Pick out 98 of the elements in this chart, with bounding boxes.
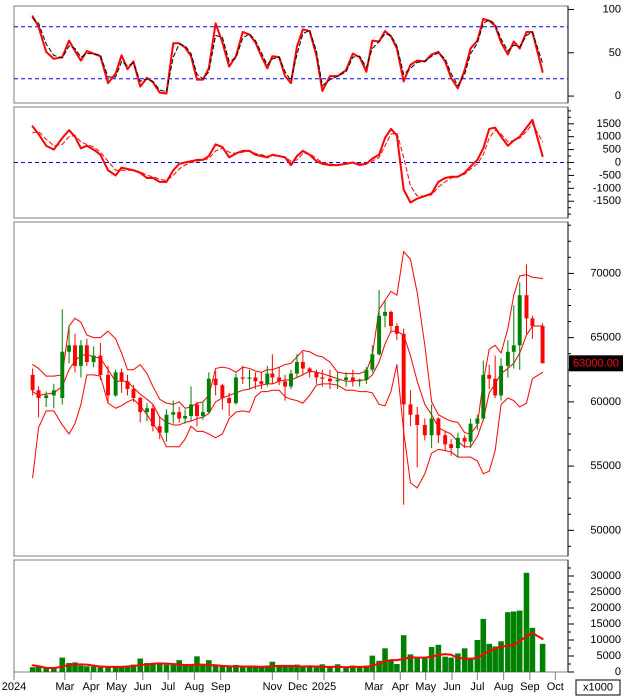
candlestick (92, 346, 96, 368)
candlestick (336, 372, 340, 390)
candlestick (300, 351, 305, 376)
x-tick-label: Sep (210, 681, 230, 693)
candlestick (158, 415, 162, 440)
y-tick-label: 60000 (590, 396, 621, 408)
y-tick-label: 100 (602, 3, 621, 16)
candlestick (415, 406, 420, 468)
candlestick (200, 401, 205, 420)
candlestick (220, 383, 224, 410)
candlestick (214, 370, 218, 396)
candlestick (436, 416, 440, 444)
x-tick-label: 2025 (312, 681, 336, 693)
y-tick-label: 10000 (590, 634, 621, 646)
y-tick-label: 50000 (590, 524, 621, 536)
y-tick-label: 0 (614, 666, 621, 678)
candlestick (364, 366, 368, 384)
line-series (32, 632, 544, 670)
x-tick-label: Nov (262, 681, 283, 693)
candlestick (328, 369, 332, 390)
x-tick-label: 2024 (2, 681, 26, 693)
x-tick-label: Mar (55, 681, 75, 693)
y-tick-label: 0 (614, 156, 621, 168)
y-tick-label: -500 (598, 169, 621, 182)
candlestick (126, 374, 130, 396)
candlestick (73, 333, 77, 373)
candlestick (449, 438, 454, 456)
candlestick (253, 372, 258, 390)
candlestick (283, 374, 288, 402)
x-tick-label: Jul (470, 681, 484, 693)
candlestick (227, 392, 232, 416)
candlestick (114, 369, 118, 398)
candlestick (189, 386, 194, 422)
bar (540, 644, 546, 672)
candlestick (344, 372, 348, 387)
y-tick-label: 50 (608, 46, 621, 59)
x-tick-label: Aug (184, 681, 204, 693)
text: 63000.00 (573, 357, 619, 370)
candlestick (36, 386, 41, 418)
candlestick (314, 369, 318, 384)
candlestick (177, 406, 182, 423)
candlestick (145, 402, 149, 422)
y-tick-label: 1000 (596, 130, 621, 143)
x-tick-label: Jul (161, 681, 176, 693)
candlestick (456, 432, 460, 458)
x-tick-label: Oct (546, 681, 564, 693)
y-tick-label: 30000 (590, 570, 621, 582)
candlestick (308, 366, 312, 378)
candlestick (164, 409, 168, 442)
x-tick-label: May (415, 681, 437, 693)
y-tick-label: 15000 (590, 618, 621, 630)
candlestick (44, 391, 48, 408)
y-tick-label: 25000 (590, 586, 621, 598)
y-tick-label: 5000 (596, 650, 621, 662)
candlestick (78, 340, 83, 378)
candlestick (294, 354, 299, 378)
candlestick (408, 390, 412, 427)
candlestick (52, 383, 56, 409)
candlestick (430, 404, 434, 449)
candlestick (270, 354, 274, 384)
y-tick-label: 20000 (590, 602, 621, 614)
candlestick (350, 369, 355, 387)
candlestick (422, 418, 427, 441)
candlestick (259, 372, 264, 390)
candlestick (120, 368, 124, 394)
y-tick-label: 70000 (590, 267, 621, 280)
candlestick (493, 355, 498, 398)
candlestick (475, 414, 480, 431)
y-tick-label: -1500 (592, 195, 621, 208)
x-tick-label: Mar (364, 681, 384, 693)
candlestick (383, 300, 387, 328)
y-tick-label: -1000 (592, 182, 621, 194)
candlestick (84, 338, 89, 366)
x-tick-label: Dec (288, 681, 308, 693)
candlestick (67, 326, 72, 364)
candlestick (183, 409, 188, 424)
x-tick-label: Apr (82, 681, 100, 693)
y-axis-title: x1000 (583, 682, 613, 694)
candlestick (289, 369, 293, 390)
y-tick-label: 500 (602, 144, 621, 156)
x-tick-label: Aug (494, 681, 514, 693)
candlestick (265, 365, 270, 387)
x-tick-label: Sep (520, 681, 540, 693)
candlestick (506, 340, 510, 378)
x-tick-label: Jun (443, 681, 461, 693)
x-tick-label: Jun (134, 681, 152, 693)
y-tick-label: 0 (614, 90, 621, 102)
candlestick (277, 366, 282, 386)
candlestick (468, 418, 473, 449)
x-tick-label: May (106, 681, 128, 693)
candlestick (150, 404, 155, 432)
y-tick-label: 55000 (590, 460, 621, 472)
x-tick-label: Apr (392, 681, 410, 693)
candlestick (131, 384, 136, 402)
y-tick-label: 65000 (590, 332, 621, 344)
y-tick-label: 1500 (596, 118, 621, 130)
candlestick (195, 401, 199, 427)
candlestick (370, 344, 374, 373)
